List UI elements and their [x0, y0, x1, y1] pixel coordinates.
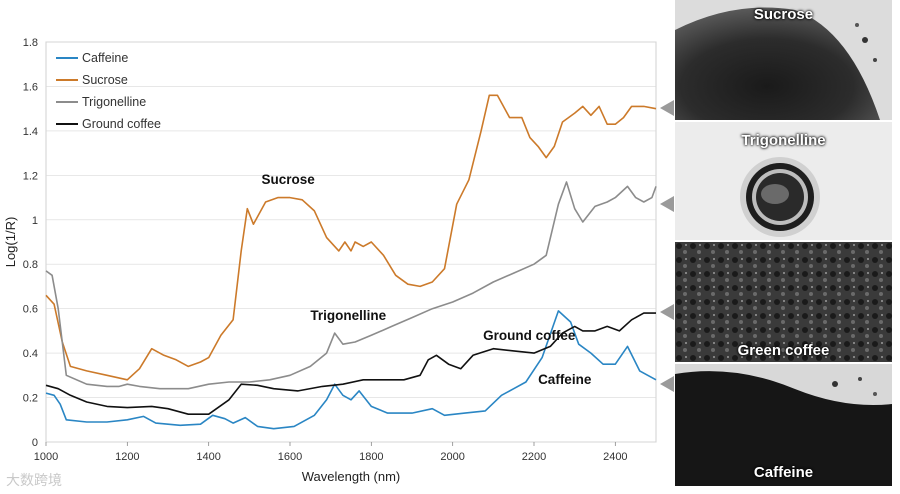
- annotations: Sucrose Trigonelline Ground coffee Caffeine: [262, 172, 592, 387]
- legend-entry: Caffeine: [82, 51, 128, 65]
- legend-entry: Sucrose: [82, 73, 128, 87]
- x-tick-label: 1400: [196, 451, 220, 463]
- y-tick-label: 0.6: [23, 304, 38, 316]
- plot-frame: [45, 41, 657, 443]
- y-axis: 0 0.2 0.4 0.6 0.8 1 1.2 1.4 1.6 1.8: [23, 37, 656, 449]
- y-tick-label: 0.8: [23, 259, 38, 271]
- x-tick-label: 2200: [522, 451, 546, 463]
- x-tick-label: 1800: [359, 451, 383, 463]
- spectra-chart: 00.20.40.60.811.21.41.61.8 1000 1200 1400 1…: [3, 37, 657, 484]
- y-tick-label: 0.4: [23, 348, 38, 360]
- panel-label-green-coffee: Green coffee: [737, 342, 830, 359]
- x-axis: 1000 1200 1400 1600 1800 2000 2200 2400: [34, 442, 628, 463]
- sucrose-image-panel: Sucrose: [675, 0, 892, 120]
- green-coffee-image-panel: Green coffee: [675, 242, 892, 362]
- panel-label-trigonelline: Trigonelline: [741, 132, 826, 149]
- x-axis-title: Wavelength (nm): [302, 469, 401, 484]
- x-tick-label: 2400: [603, 451, 627, 463]
- x-tick-label: 2000: [440, 451, 464, 463]
- y-tick-label: 1.4: [23, 126, 38, 138]
- series-line-sucrose: [45, 94, 657, 381]
- caffeine-image-panel: Caffeine: [675, 364, 892, 486]
- x-tick-label: 1600: [278, 451, 302, 463]
- panel-label-sucrose: Sucrose: [753, 6, 814, 23]
- y-tick-label: 1.2: [23, 170, 38, 182]
- series-line-ground-coffee: [45, 312, 656, 415]
- x-tick-label: 1200: [115, 451, 139, 463]
- y-tick-label: 1: [32, 215, 38, 227]
- annotation-label: Trigonelline: [310, 308, 386, 323]
- arrow-trigonelline-icon: [660, 196, 674, 212]
- series-line-caffeine: [45, 310, 657, 430]
- green-coffee-texture-image: [675, 242, 892, 362]
- arrow-caffeine-icon: [660, 376, 674, 392]
- legend: Caffeine Sucrose Trigonelline Ground coffee: [56, 51, 161, 131]
- series-line-trigonelline: [45, 181, 657, 390]
- panel-label-caffeine: Caffeine: [753, 464, 814, 481]
- annotation-label: Sucrose: [262, 172, 316, 187]
- series-group: [45, 94, 657, 430]
- sucrose-crystals-image: [675, 0, 892, 120]
- y-tick-label: 1.8: [23, 37, 38, 49]
- caffeine-crystals-image: [675, 364, 892, 486]
- trigonelline-crystal-image: [675, 122, 892, 240]
- y-tick-label: 0: [32, 437, 38, 449]
- watermark: 大数跨境: [6, 473, 62, 489]
- y-tick-label: 0.2: [23, 393, 38, 405]
- legend-entry: Trigonelline: [82, 95, 146, 109]
- legend-entry: Ground coffee: [82, 117, 161, 131]
- arrow-green-coffee-icon: [660, 304, 674, 320]
- annotation-label: Caffeine: [538, 372, 592, 387]
- trigonelline-image-panel: Trigonelline: [675, 122, 892, 240]
- y-axis-title: Log(1/R): [3, 217, 18, 268]
- y-tick-label: 1.6: [23, 81, 38, 93]
- arrow-sucrose-icon: [660, 100, 674, 116]
- panel-pointer-arrows: [660, 100, 674, 392]
- x-tick-label: 1000: [34, 451, 58, 463]
- annotation-label: Ground coffee: [483, 328, 576, 343]
